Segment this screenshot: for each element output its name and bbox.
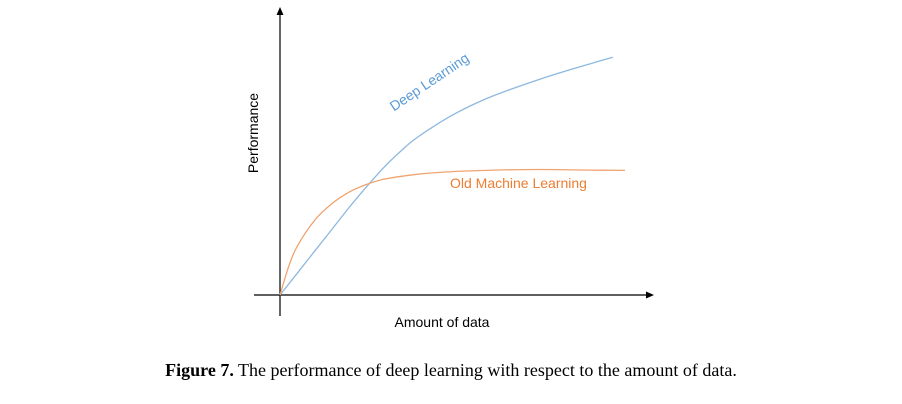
series-label-old-machine-learning: Old Machine Learning [450, 175, 587, 191]
caption-label: Figure 7. [165, 360, 234, 380]
series-line-old-machine-learning [279, 168, 626, 296]
y-axis-label: Performance [245, 93, 261, 173]
series-group [279, 56, 626, 296]
x-axis-label: Amount of data [395, 314, 490, 330]
series-label-deep-learning: Deep Learning [387, 50, 472, 115]
y-axis-arrow [276, 7, 284, 15]
figure-caption: Figure 7. The performance of deep learni… [0, 360, 902, 381]
series-line-deep-learning [279, 56, 614, 296]
caption-text: The performance of deep learning with re… [233, 360, 737, 380]
x-axis-arrow [646, 291, 654, 299]
